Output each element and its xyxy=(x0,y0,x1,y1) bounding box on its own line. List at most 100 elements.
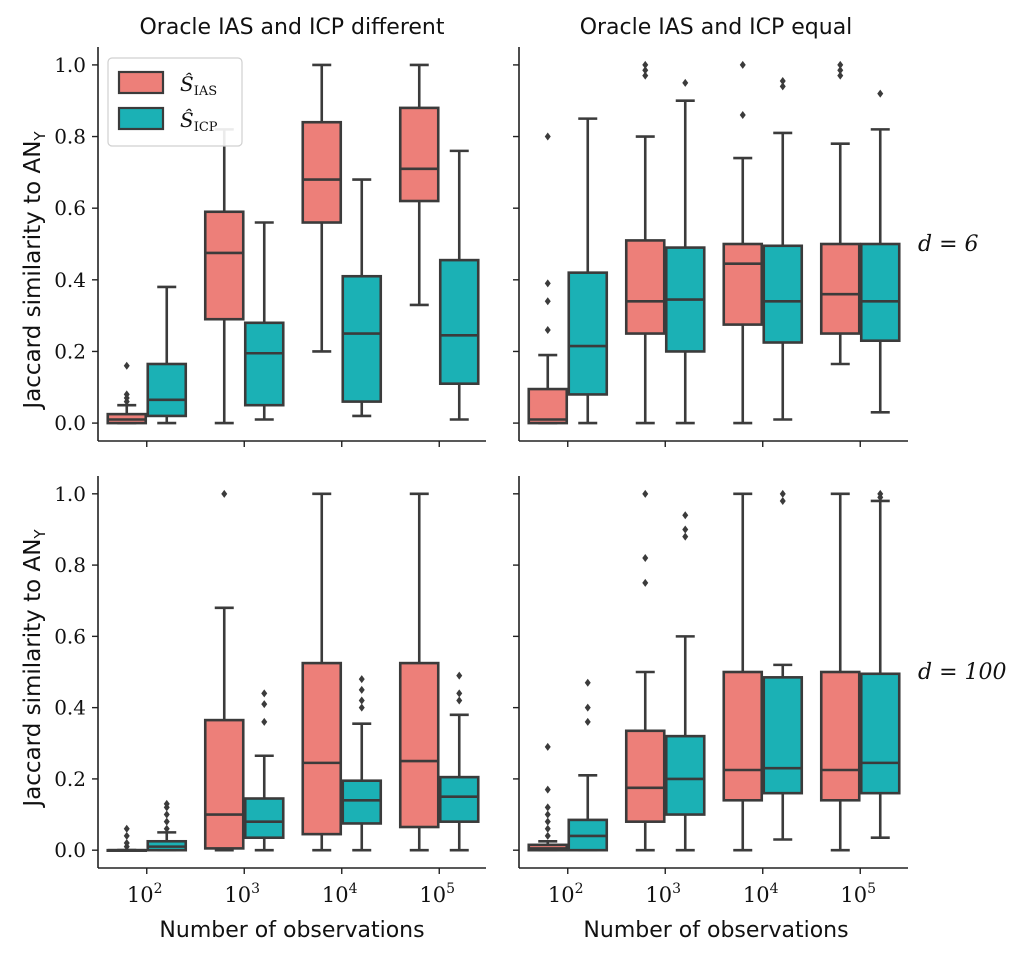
outlier-ias xyxy=(544,297,551,306)
outlier-icp xyxy=(163,799,170,808)
box-ias xyxy=(301,120,343,224)
y-tick-label: 0.4 xyxy=(54,268,86,292)
outlier-icp xyxy=(261,700,268,709)
box-ias xyxy=(203,718,245,850)
x-tick-label: 103 xyxy=(224,881,260,907)
outlier-icp xyxy=(358,696,365,705)
box-icp xyxy=(438,775,480,823)
outlier-ias xyxy=(739,111,746,120)
box-ias xyxy=(819,242,861,335)
outlier-ias xyxy=(642,489,649,498)
outlier-ias xyxy=(837,71,844,80)
box-icp xyxy=(243,797,285,840)
y-tick-label: 0.0 xyxy=(54,838,86,862)
box-icp xyxy=(762,244,804,344)
outlier-ias xyxy=(739,60,746,69)
outlier-ias xyxy=(544,803,551,812)
box-icp xyxy=(664,734,706,816)
box-ias xyxy=(203,210,245,321)
outlier-icp xyxy=(877,89,884,98)
x-tick-label: 105 xyxy=(840,881,876,907)
outlier-icp xyxy=(779,77,786,86)
outlier-icp xyxy=(163,824,170,833)
box-icp xyxy=(859,672,901,795)
legend: ŜIAS ŜICP xyxy=(107,57,243,147)
outlier-ias xyxy=(544,817,551,826)
outlier-ias xyxy=(123,831,130,840)
column-title-right: Oracle IAS and ICP equal xyxy=(580,15,853,40)
outlier-icp xyxy=(261,689,268,698)
x-tick-label: 103 xyxy=(645,881,681,907)
box-ias xyxy=(527,387,569,425)
outlier-icp xyxy=(877,489,884,498)
outlier-ias xyxy=(123,361,130,370)
box-icp xyxy=(438,258,480,385)
outlier-icp xyxy=(682,532,689,541)
y-tick-label: 0.8 xyxy=(54,125,86,149)
x-tick-label: 104 xyxy=(322,881,358,907)
box-ias xyxy=(624,729,666,823)
box-ias xyxy=(722,670,764,802)
outlier-icp xyxy=(682,78,689,87)
box-icp xyxy=(341,274,383,403)
outlier-ias xyxy=(642,578,649,587)
outlier-ias xyxy=(544,824,551,833)
outlier-icp xyxy=(261,717,268,726)
y-tick-label: 1.0 xyxy=(54,53,86,77)
outlier-ias xyxy=(123,824,130,833)
y-tick-label: 0.2 xyxy=(54,767,86,791)
outlier-ias xyxy=(544,831,551,840)
box-ias xyxy=(722,242,764,326)
outlier-ias xyxy=(123,390,130,399)
x-tick-label: 102 xyxy=(548,881,584,907)
panel-d6-equal xyxy=(513,47,908,447)
panel-d6-different: 0.0 0.2 0.4 0.6 0.8 1.0 xyxy=(54,47,486,447)
outlier-icp xyxy=(682,525,689,534)
outlier-ias xyxy=(837,60,844,69)
outlier-icp xyxy=(456,671,463,680)
panel-d100-different: 0.0 0.2 0.4 0.6 0.8 1.0 102 103 104 105 xyxy=(54,476,486,907)
y-tick-label: 0.6 xyxy=(54,624,86,648)
x-axis-label-left: Number of observations xyxy=(159,918,424,943)
outlier-icp xyxy=(358,675,365,684)
outlier-ias xyxy=(544,132,551,141)
box-icp xyxy=(762,676,804,795)
x-axis-label-right: Number of observations xyxy=(583,918,848,943)
y-axis-label-top: Jaccard similarity to ANY xyxy=(20,131,49,411)
x-tick-label: 104 xyxy=(743,881,779,907)
outlier-icp xyxy=(779,489,786,498)
y-tick-label: 0.0 xyxy=(54,411,86,435)
outlier-icp xyxy=(358,703,365,712)
outlier-icp xyxy=(163,810,170,819)
outlier-ias xyxy=(544,742,551,751)
outlier-icp xyxy=(584,678,591,687)
row-label-top: d = 6 xyxy=(918,232,979,257)
legend-swatch-ias xyxy=(117,70,165,95)
outlier-ias xyxy=(837,66,844,75)
y-tick-label: 1.0 xyxy=(54,482,86,506)
box-ias xyxy=(624,239,666,335)
column-title-left: Oracle IAS and ICP different xyxy=(139,15,444,40)
outlier-ias xyxy=(544,279,551,288)
outlier-icp xyxy=(682,511,689,520)
legend-label-icp: ŜICP xyxy=(180,107,218,135)
outlier-icp xyxy=(456,689,463,698)
row-label-bottom: d = 100 xyxy=(918,660,1007,685)
box-icp xyxy=(243,321,285,407)
box-icp xyxy=(859,242,901,343)
box-icp xyxy=(146,362,188,418)
outlier-icp xyxy=(163,817,170,826)
y-tick-label: 0.6 xyxy=(54,196,86,220)
legend-swatch-icp xyxy=(117,106,165,131)
outlier-ias xyxy=(544,785,551,794)
outlier-icp xyxy=(779,496,786,505)
box-ias xyxy=(301,661,343,836)
legend-label-ias: ŜIAS xyxy=(180,71,217,99)
outlier-ias xyxy=(544,810,551,819)
x-tick-label: 102 xyxy=(127,881,163,907)
box-ias xyxy=(398,106,440,203)
outlier-icp xyxy=(584,703,591,712)
y-tick-label: 0.8 xyxy=(54,553,86,577)
y-tick-label: 0.4 xyxy=(54,696,86,720)
